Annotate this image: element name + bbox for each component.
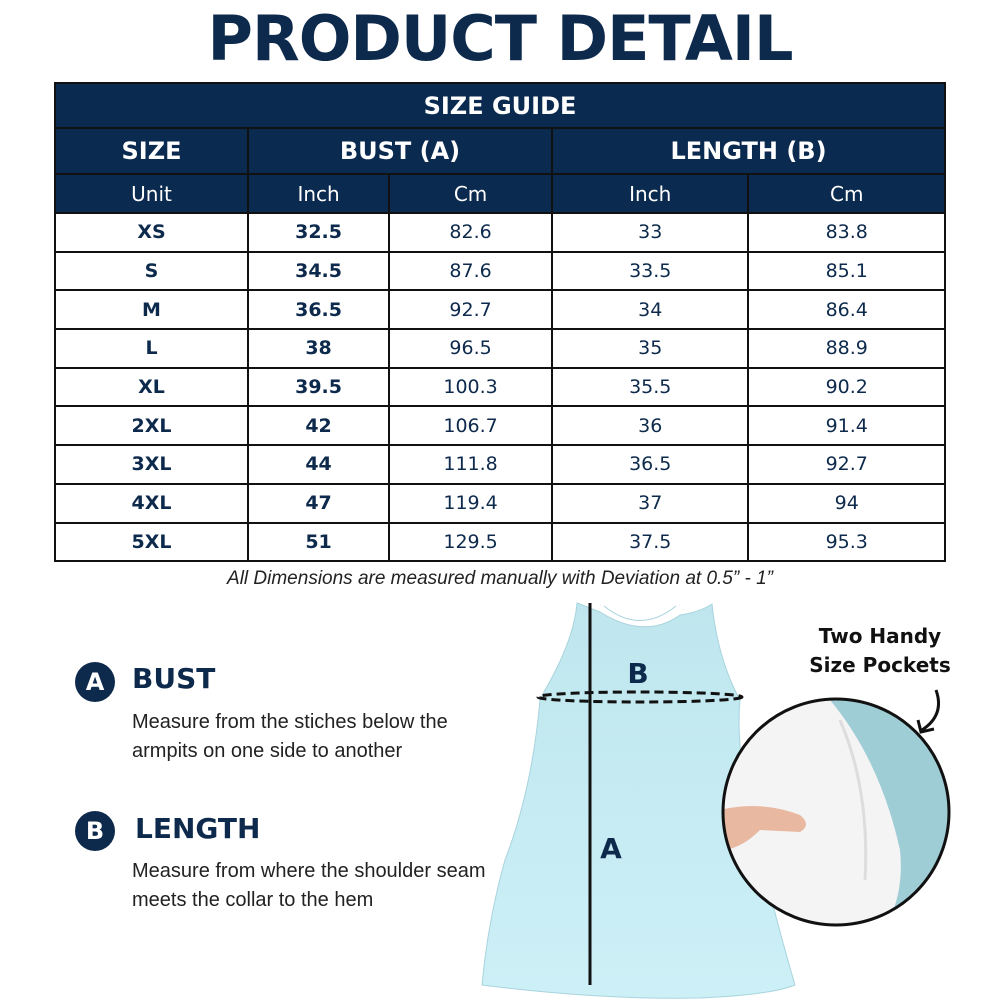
badge-b: B xyxy=(75,811,115,851)
pocket-closeup xyxy=(723,699,949,925)
label-a: A xyxy=(600,832,622,865)
table-row: 5XL 51 129.5 37.5 95.3 xyxy=(54,521,946,563)
header-size: SIZE xyxy=(54,127,249,175)
unit-header: Cm xyxy=(747,173,946,214)
unit-header: Unit xyxy=(54,173,249,214)
table-cell: 106.7 xyxy=(388,405,553,447)
table-cell: 92.7 xyxy=(747,444,946,485)
table-cell: 36.5 xyxy=(550,444,750,485)
table-cell: 83.8 xyxy=(747,212,946,253)
bust-heading: BUST xyxy=(132,662,216,695)
unit-header: Cm xyxy=(388,173,553,214)
table-cell: 35.5 xyxy=(550,366,750,408)
table-row: L 38 96.5 35 88.9 xyxy=(54,328,946,369)
table-cell: 51 xyxy=(246,521,391,563)
table-row: M 36.5 92.7 34 86.4 xyxy=(54,289,946,331)
table-row: XL 39.5 100.3 35.5 90.2 xyxy=(54,366,946,408)
table-cell: 91.4 xyxy=(747,405,946,447)
table-cell: XL xyxy=(54,366,249,408)
table-cell: 100.3 xyxy=(388,366,553,408)
table-cell: 3XL xyxy=(54,444,249,485)
table-cell: 32.5 xyxy=(246,212,391,253)
table-cell: 2XL xyxy=(54,405,249,447)
table-cell: 111.8 xyxy=(388,444,553,485)
measurement-note: All Dimensions are measured manually wit… xyxy=(227,568,773,589)
table-cell: 33 xyxy=(550,212,750,253)
table-cell: L xyxy=(54,328,249,369)
bust-measure-line xyxy=(536,690,744,704)
table-cell: 42 xyxy=(246,405,391,447)
table-cell: 90.2 xyxy=(747,366,946,408)
table-cell: 5XL xyxy=(54,521,249,563)
unit-header: Inch xyxy=(550,173,750,214)
table-cell: 94 xyxy=(747,482,946,524)
table-cell: M xyxy=(54,289,249,331)
table-cell: 36 xyxy=(550,405,750,447)
header-length: LENGTH (B) xyxy=(551,127,946,175)
length-description: Measure from where the shoulder seam mee… xyxy=(132,860,486,911)
table-row: 3XL 44 111.8 36.5 92.7 xyxy=(54,444,946,485)
table-cell: 47 xyxy=(246,482,391,524)
label-b: B xyxy=(627,657,648,690)
table-cell: 38 xyxy=(246,328,391,369)
table-cell: 34 xyxy=(550,289,750,331)
table-cell: 96.5 xyxy=(388,328,553,369)
table-caption: SIZE GUIDE xyxy=(54,82,946,129)
table-cell: 35 xyxy=(550,328,750,369)
table-cell: 37 xyxy=(550,482,750,524)
table-cell: 34.5 xyxy=(246,250,391,292)
unit-header: Inch xyxy=(246,173,391,214)
table-cell: S xyxy=(54,250,249,292)
header-bust: BUST (A) xyxy=(247,127,553,175)
table-cell: 86.4 xyxy=(747,289,946,331)
bust-description: Measure from the stiches below the armpi… xyxy=(132,711,448,762)
table-cell: 4XL xyxy=(54,482,249,524)
table-cell: 33.5 xyxy=(550,250,750,292)
table-cell: 87.6 xyxy=(388,250,553,292)
page-title: PRODUCT DETAIL xyxy=(207,2,794,75)
table-row: 4XL 47 119.4 37 94 xyxy=(54,482,946,524)
table-cell: 129.5 xyxy=(388,521,553,563)
dress-shape xyxy=(481,602,796,999)
table-cell: 39.5 xyxy=(246,366,391,408)
badge-a: A xyxy=(75,662,115,702)
table-cell: 119.4 xyxy=(388,482,553,524)
table-cell: 44 xyxy=(246,444,391,485)
table-row: 2XL 42 106.7 36 91.4 xyxy=(54,405,946,447)
table-cell: 82.6 xyxy=(388,212,553,253)
table-cell: 36.5 xyxy=(246,289,391,331)
table-row: S 34.5 87.6 33.5 85.1 xyxy=(54,250,946,292)
pockets-callout: Two Handy Size Pockets xyxy=(809,624,951,677)
size-guide-table: SIZE GUIDE SIZE BUST (A) LENGTH (B) Unit… xyxy=(54,82,946,563)
table-cell: 37.5 xyxy=(550,521,750,563)
table-row: XS 32.5 82.6 33 83.8 xyxy=(54,212,946,253)
length-heading: LENGTH xyxy=(135,812,261,845)
table-cell: 85.1 xyxy=(747,250,946,292)
table-cell: 92.7 xyxy=(388,289,553,331)
table-cell: 88.9 xyxy=(747,328,946,369)
table-cell: XS xyxy=(54,212,249,253)
arrow-icon xyxy=(921,689,940,732)
table-cell: 95.3 xyxy=(747,521,946,563)
